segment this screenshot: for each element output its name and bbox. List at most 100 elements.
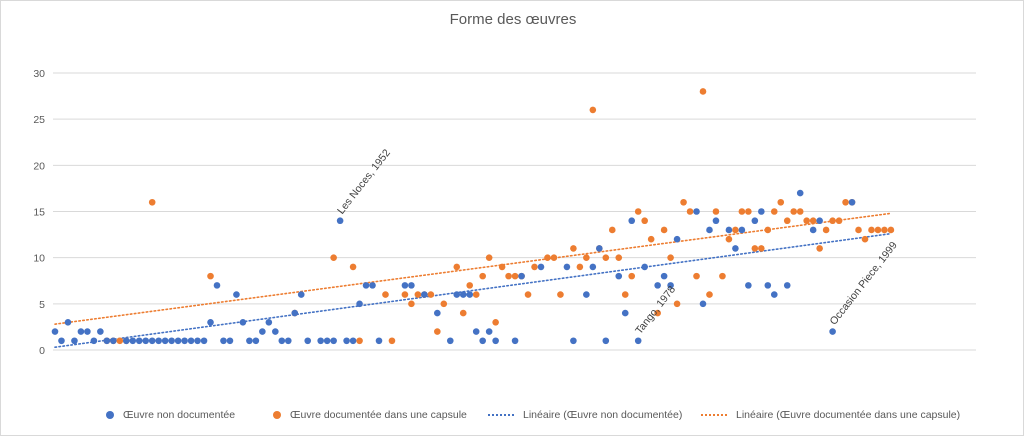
data-point xyxy=(226,337,234,345)
data-point xyxy=(168,337,175,345)
data-point xyxy=(284,337,292,345)
data-point xyxy=(375,337,383,345)
annotation-label: Les Noces, 1952 xyxy=(335,147,393,217)
data-point xyxy=(259,328,266,335)
data-point xyxy=(349,263,357,271)
data-point xyxy=(207,272,214,280)
data-point xyxy=(809,226,817,234)
data-point xyxy=(589,106,597,114)
data-point xyxy=(446,337,454,345)
data-point xyxy=(84,328,91,335)
data-point xyxy=(233,291,240,298)
data-point xyxy=(213,282,221,289)
data-point xyxy=(654,309,661,317)
data-point xyxy=(485,328,493,335)
data-point xyxy=(369,282,376,289)
data-point xyxy=(472,328,480,335)
data-point xyxy=(725,226,733,234)
data-point xyxy=(660,272,668,280)
data-point xyxy=(602,337,610,345)
data-point xyxy=(660,226,668,234)
data-point xyxy=(751,217,759,225)
data-point xyxy=(628,217,636,225)
data-point xyxy=(641,263,648,271)
data-point xyxy=(790,208,798,215)
data-point xyxy=(356,337,363,345)
data-point xyxy=(71,337,78,345)
data-point xyxy=(479,337,486,345)
data-point xyxy=(505,272,512,280)
data-point xyxy=(615,272,623,280)
data-point xyxy=(874,226,882,234)
data-point xyxy=(855,226,862,234)
y-tick-label: 15 xyxy=(33,207,45,219)
data-point xyxy=(796,189,804,197)
data-point xyxy=(434,328,441,335)
data-point xyxy=(122,337,130,345)
data-point xyxy=(835,217,843,225)
legend-marker-orange-trendline xyxy=(701,414,727,416)
legend-marker-blue-trendline xyxy=(488,414,514,416)
data-point xyxy=(608,226,616,234)
data-point xyxy=(570,337,577,345)
data-point xyxy=(881,226,888,234)
data-point xyxy=(459,309,467,317)
data-point xyxy=(783,217,791,225)
legend-label: Œuvre non documentée xyxy=(123,409,236,421)
data-point xyxy=(531,263,538,271)
data-point xyxy=(110,337,117,345)
data-point xyxy=(246,337,253,345)
legend-label: Œuvre documentée dans une capsule xyxy=(290,409,467,421)
data-point xyxy=(90,337,98,345)
data-point xyxy=(550,254,558,261)
legend-marker-orange-dot xyxy=(273,411,281,419)
data-point xyxy=(706,226,713,234)
data-point xyxy=(673,235,681,243)
data-point xyxy=(745,282,752,289)
data-point xyxy=(738,208,746,215)
y-tick-label: 0 xyxy=(39,345,45,357)
data-point xyxy=(647,235,655,243)
data-point xyxy=(408,282,415,289)
legend-marker-blue-dot xyxy=(106,411,114,419)
chart-title: Forme des œuvres xyxy=(449,11,577,28)
data-point xyxy=(693,272,700,280)
data-point xyxy=(421,291,428,298)
data-point xyxy=(427,291,435,298)
data-point xyxy=(304,337,312,345)
data-point xyxy=(589,263,597,271)
legend: Œuvre non documentée Œuvre documentée da… xyxy=(1,405,1024,425)
data-point xyxy=(576,263,584,271)
legend-item-trend-documented: Linéaire (Œuvre documentée dans une caps… xyxy=(701,405,960,425)
data-point xyxy=(667,282,674,289)
data-point xyxy=(615,254,623,261)
data-point xyxy=(459,291,467,298)
data-point xyxy=(511,272,519,280)
data-point xyxy=(181,337,188,345)
legend-item-documented: Œuvre documentée dans une capsule xyxy=(273,405,467,425)
data-point xyxy=(829,328,836,335)
data-point xyxy=(621,309,629,317)
legend-item-undocumented: Œuvre non documentée xyxy=(106,405,235,425)
data-point xyxy=(764,282,772,289)
data-point xyxy=(783,282,791,289)
data-point xyxy=(796,208,804,215)
data-point xyxy=(148,337,156,345)
data-point xyxy=(602,254,610,261)
data-point xyxy=(745,208,752,215)
data-point xyxy=(317,337,324,345)
data-point xyxy=(440,300,448,308)
data-point xyxy=(764,226,772,234)
data-point xyxy=(719,272,726,280)
annotation-label: Occasion Piece, 1999 xyxy=(828,239,900,327)
y-tick-label: 10 xyxy=(33,253,45,265)
data-point xyxy=(174,337,182,345)
data-point xyxy=(738,226,746,234)
data-point xyxy=(297,291,305,298)
data-point xyxy=(64,319,72,326)
data-point xyxy=(861,235,869,243)
data-point xyxy=(466,282,474,289)
data-point xyxy=(323,337,331,345)
data-point xyxy=(343,337,350,345)
